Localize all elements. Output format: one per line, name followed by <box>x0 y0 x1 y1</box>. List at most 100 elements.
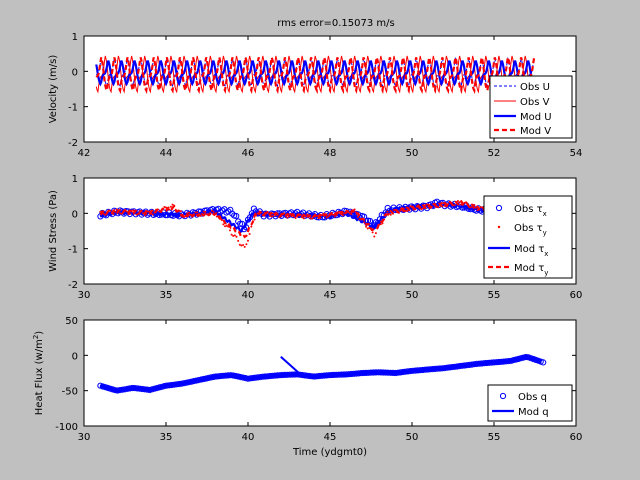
obs-tau-y-point <box>119 212 122 215</box>
obs-tau-y-point <box>363 221 366 224</box>
obs-tau-y-point <box>342 214 345 217</box>
obs-tau-y-point <box>270 215 272 218</box>
y-tick-label: -1 <box>68 245 78 256</box>
obs-tau-y-point <box>389 213 392 216</box>
obs-tau-y-point <box>237 239 240 242</box>
y-tick-label: 50 <box>65 316 78 327</box>
obs-tau-y-point <box>294 217 297 219</box>
obs-tau-y-point <box>388 212 390 215</box>
obs-tau-y-point <box>253 218 256 221</box>
legend-label: Mod τy <box>514 263 548 277</box>
heat-flux-panel: 30 35 40 45 50 55 60 -100 -50 0 50 Heat Flux (w/m2… <box>32 316 582 458</box>
obs-tau-y-point <box>132 209 135 212</box>
y-tick-label: -2 <box>68 280 78 291</box>
legend-swatch-circle <box>495 204 503 212</box>
x-tick-label: 46 <box>242 148 255 159</box>
obs-tau-x-point <box>136 208 143 215</box>
heat-flux-ylabel: Heat Flux (w/m2) <box>32 331 45 416</box>
mod-tau-y-line <box>99 199 495 239</box>
legend-label-sub: y <box>543 229 547 237</box>
obs-tau-y-point <box>309 217 312 220</box>
series-group <box>97 198 498 248</box>
obs-tau-y-point <box>230 233 233 236</box>
obs-tau-y-point <box>179 210 182 213</box>
x-axis-label: Time (ydgmt0) <box>292 447 367 458</box>
obs-tau-y-point <box>232 234 235 237</box>
legend-label: Obs U <box>520 82 550 93</box>
obs-tau-y-point <box>458 201 461 204</box>
legend-swatch-dot <box>497 225 501 229</box>
obs-tau-y-point <box>243 245 246 248</box>
obs-tau-y-point <box>229 229 231 232</box>
obs-tau-y-point <box>109 209 112 212</box>
obs-tau-y-point <box>233 234 236 237</box>
x-tick-label: 44 <box>160 148 173 159</box>
obs-tau-y-point <box>358 218 361 221</box>
obs-tau-y-point <box>420 208 423 210</box>
x-tick-label: 60 <box>570 290 583 301</box>
obs-tau-y-point <box>169 205 172 208</box>
obs-tau-y-point <box>393 209 395 211</box>
y-tick-label: -50 <box>62 387 78 398</box>
legend-swatch-circle <box>499 392 507 400</box>
velocity-plot-area <box>95 55 536 95</box>
obs-tau-y-point <box>406 210 409 212</box>
wind-stress-ylabel: Wind Stress (Pa) <box>48 190 59 272</box>
velocity-ticks: 42 44 46 48 50 52 54 -2 -1 0 1 <box>68 32 582 159</box>
y-tick-label: -100 <box>55 422 78 433</box>
x-tick-label: 35 <box>160 290 173 301</box>
legend-label: Mod V <box>520 126 551 137</box>
heat-flux-legend: Obs q Mod q <box>487 384 573 422</box>
obs-tau-y-point <box>135 213 138 216</box>
x-tick-label: 30 <box>78 432 91 443</box>
obs-tau-y-point <box>366 227 369 230</box>
obs-tau-y-point <box>306 213 308 216</box>
velocity-ylabel: Velocity (m/s) <box>48 55 59 124</box>
obs-tau-y-point <box>479 206 482 209</box>
obs-tau-y-point <box>327 215 330 218</box>
obs-tau-y-point <box>302 217 305 220</box>
obs-tau-y-point <box>215 215 218 218</box>
x-tick-label: 40 <box>242 290 255 301</box>
obs-tau-y-point <box>399 209 402 212</box>
obs-tau-y-point <box>463 201 466 204</box>
heat-flux-ylabel-text: Heat Flux (w/m <box>34 339 45 415</box>
x-tick-label: 35 <box>160 432 173 443</box>
obs-tau-y-point <box>143 214 146 217</box>
obs-tau-y-point <box>196 211 199 214</box>
legend-label: Obs q <box>518 392 547 403</box>
obs-tau-y-point <box>271 215 274 218</box>
chart-title: rms error=0.15073 m/s <box>277 18 395 29</box>
legend-box <box>483 195 573 279</box>
obs-tau-y-point <box>242 244 245 246</box>
obs-tau-y-point <box>289 213 292 215</box>
x-tick-label: 48 <box>324 148 337 159</box>
obs-tau-y-point <box>238 243 241 246</box>
obs-tau-y-point <box>348 212 351 215</box>
obs-tau-y-point <box>222 223 225 226</box>
obs-tau-x-point <box>239 220 246 227</box>
obs-tau-y-point <box>374 232 377 235</box>
obs-tau-y-point <box>288 215 290 218</box>
obs-tau-x-point <box>237 220 244 227</box>
y-tick-label: 0 <box>72 67 78 78</box>
obs-tau-y-point <box>468 206 471 209</box>
obs-tau-y-point <box>476 209 479 212</box>
obs-tau-y-point <box>286 216 289 219</box>
obs-tau-y-point <box>212 210 215 213</box>
obs-tau-y-point <box>225 224 228 227</box>
series-group <box>97 353 547 394</box>
obs-tau-y-point <box>470 206 472 209</box>
obs-tau-y-point <box>350 213 353 216</box>
obs-tau-y-point <box>220 219 223 221</box>
obs-tau-y-point <box>163 206 166 208</box>
obs-tau-y-point <box>365 225 368 228</box>
obs-tau-y-point <box>475 206 477 209</box>
obs-tau-x-point <box>215 205 222 212</box>
legend-box <box>487 384 573 422</box>
obs-tau-y-point <box>240 244 243 247</box>
wind-stress-panel: 30 35 40 45 50 55 60 -2 -1 0 1 Wind Stress (Pa) Ob… <box>48 174 582 301</box>
y-tick-label: 1 <box>72 32 78 43</box>
legend-label: Mod U <box>520 112 552 123</box>
